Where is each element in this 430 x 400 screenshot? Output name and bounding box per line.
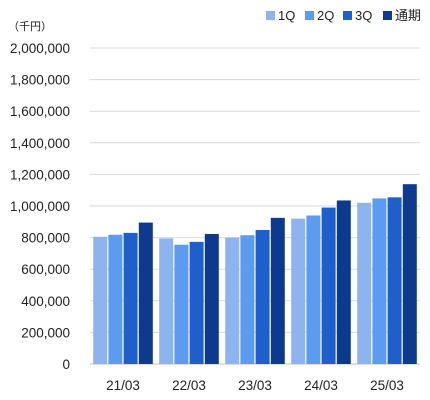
bar-21-03-series-1 (108, 234, 123, 364)
y-tick-label: 0 (62, 357, 70, 372)
bar-22-03-series-3 (204, 233, 219, 364)
legend-label-3: 通期 (395, 8, 421, 23)
bar-22-03-series-2 (189, 241, 204, 364)
x-tick-label: 21/03 (106, 378, 140, 393)
x-tick-label: 22/03 (172, 378, 206, 393)
legend: 1Q 2Q 3Q 通期 (266, 8, 421, 23)
bar-24-03-series-1 (306, 215, 321, 364)
bar-21-03-series-3 (138, 222, 153, 364)
y-tick-label: 1,200,000 (10, 167, 70, 182)
y-tick-label: 1,400,000 (10, 136, 70, 151)
bar-24-03-series-0 (291, 218, 306, 364)
bar-21-03-series-2 (123, 232, 138, 364)
y-tick-label: 2,000,000 (10, 41, 70, 56)
bar-21-03-series-0 (93, 236, 108, 364)
y-tick-label: 800,000 (21, 231, 70, 246)
legend-swatch-0 (266, 11, 275, 20)
legend-swatch-3 (383, 11, 392, 20)
bar-25-03-series-3 (402, 184, 417, 364)
x-tick-label: 25/03 (370, 378, 404, 393)
y-tick-label: 600,000 (21, 262, 70, 277)
bar-23-03-series-2 (255, 230, 270, 364)
legend-label-1: 2Q (317, 8, 334, 23)
bar-22-03-series-1 (174, 244, 189, 364)
x-axis-tick-labels: 21/03 22/03 23/03 24/03 25/03 (106, 378, 404, 393)
x-tick-label: 24/03 (304, 378, 338, 393)
y-tick-label: 1,800,000 (10, 73, 70, 88)
unit-label: （千円） (8, 20, 52, 33)
y-tick-label: 400,000 (21, 294, 70, 309)
bar-23-03-series-1 (240, 235, 255, 364)
bar-25-03-series-1 (372, 198, 387, 364)
legend-swatch-2 (343, 11, 352, 20)
y-tick-label: 1,000,000 (10, 199, 70, 214)
bar-24-03-series-3 (336, 200, 351, 364)
legend-label-2: 3Q (355, 8, 372, 23)
bar-25-03-series-2 (387, 197, 402, 364)
x-tick-label: 23/03 (238, 378, 272, 393)
bar-22-03-series-0 (159, 238, 174, 364)
bars (93, 184, 417, 364)
bar-23-03-series-3 (270, 217, 285, 364)
legend-label-0: 1Q (278, 8, 295, 23)
bar-23-03-series-0 (225, 237, 240, 364)
y-tick-label: 1,600,000 (10, 104, 70, 119)
y-tick-label: 200,000 (21, 325, 70, 340)
y-axis-tick-labels: 0 200,000 400,000 600,000 800,000 1,000,000 1,… (10, 41, 70, 372)
bar-24-03-series-2 (321, 207, 336, 364)
bar-25-03-series-0 (357, 202, 372, 364)
legend-swatch-1 (305, 11, 314, 20)
